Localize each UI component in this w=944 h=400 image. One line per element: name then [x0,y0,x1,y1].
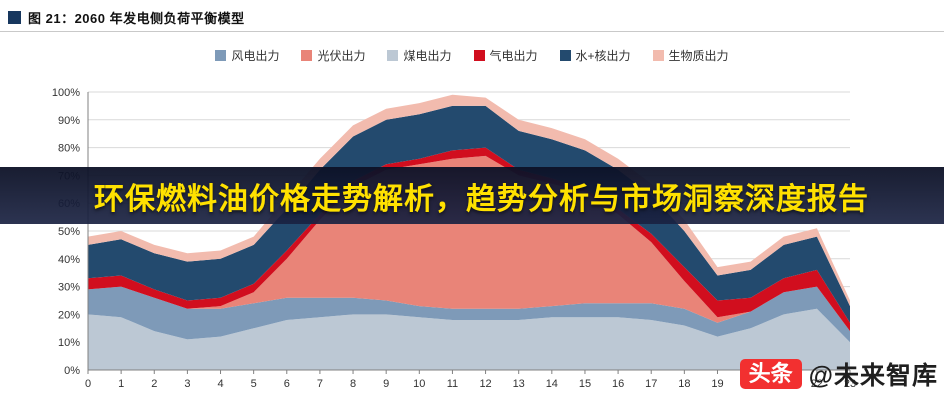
x-tick-label: 8 [350,378,356,390]
x-tick-label: 5 [251,378,257,390]
y-tick-label: 30% [58,282,80,294]
watermark: 头条 @未来智库 [739,356,938,392]
legend-swatch-5 [652,50,664,61]
x-tick-label: 17 [645,378,657,390]
y-tick-label: 20% [58,309,80,321]
x-tick-label: 13 [513,378,525,390]
x-tick-label: 18 [678,378,690,390]
chart-legend: 风电出力 光伏出力 煤电出力 气电出力 水+核出力 生物质出力 [0,47,944,64]
legend-item-5: 生物质出力 [652,47,729,64]
x-tick-label: 2 [151,378,157,390]
legend-label-5: 生物质出力 [668,49,729,63]
x-tick-label: 0 [85,378,91,390]
overlay-banner-text: 环保燃料油价格走势解析，趋势分析与市场洞察深度报告 [94,182,869,216]
y-tick-label: 100% [52,87,80,99]
x-tick-label: 22 [811,378,823,390]
legend-swatch-2 [387,50,399,61]
legend-item-1: 光伏出力 [301,47,365,64]
x-tick-label: 15 [579,378,591,390]
legend-swatch-0 [215,50,227,61]
x-tick-label: 11 [447,378,458,390]
y-tick-label: 10% [58,337,80,349]
legend-swatch-1 [301,50,313,61]
x-tick-label: 14 [546,378,558,390]
legend-label-4: 水+核出力 [575,49,631,63]
load-balance-chart: 0%10%20%30%40%50%60%70%80%90%100%0123456… [52,87,856,390]
x-tick-label: 7 [317,378,323,390]
legend-label-2: 煤电出力 [403,49,452,63]
area-series-2 [88,155,850,332]
x-tick-label: 12 [479,378,491,390]
legend-item-2: 煤电出力 [387,47,452,64]
x-tick-label: 1 [118,378,124,390]
x-tick-label: 9 [383,378,389,390]
legend-label-0: 风电出力 [231,49,280,63]
legend-label-1: 光伏出力 [317,49,366,63]
toutiao-badge: 头条 [739,358,802,390]
legend-item-4: 水+核出力 [559,47,631,64]
legend-swatch-3 [473,50,485,61]
legend-item-3: 气电出力 [473,47,538,64]
x-tick-label: 16 [612,378,624,390]
y-tick-label: 0% [64,365,80,377]
legend-swatch-4 [559,50,571,61]
y-tick-label: 90% [58,115,80,127]
x-tick-label: 19 [711,378,723,390]
y-tick-label: 40% [58,254,80,266]
legend-label-3: 气电出力 [489,49,538,63]
x-tick-label: 4 [217,378,223,390]
legend-item-0: 风电出力 [215,47,279,64]
x-tick-label: 6 [284,378,290,390]
overlay-banner: 环保燃料油价格走势解析，趋势分析与市场洞察深度报告 [0,167,944,224]
y-tick-label: 80% [58,143,80,155]
watermark-handle: @未来智库 [808,362,938,390]
figure-header: 图 21：2060 年发电侧负荷平衡模型 [8,8,245,27]
title-accent-square [8,11,21,24]
x-tick-label: 10 [413,378,425,390]
x-tick-label: 3 [184,378,190,390]
area-series-1 [88,286,850,343]
y-tick-label: 50% [58,226,80,238]
header-divider [0,31,944,32]
x-tick-label: 23 [844,378,856,390]
figure-title: 图 21：2060 年发电侧负荷平衡模型 [28,11,245,26]
area-series-0 [88,308,850,370]
